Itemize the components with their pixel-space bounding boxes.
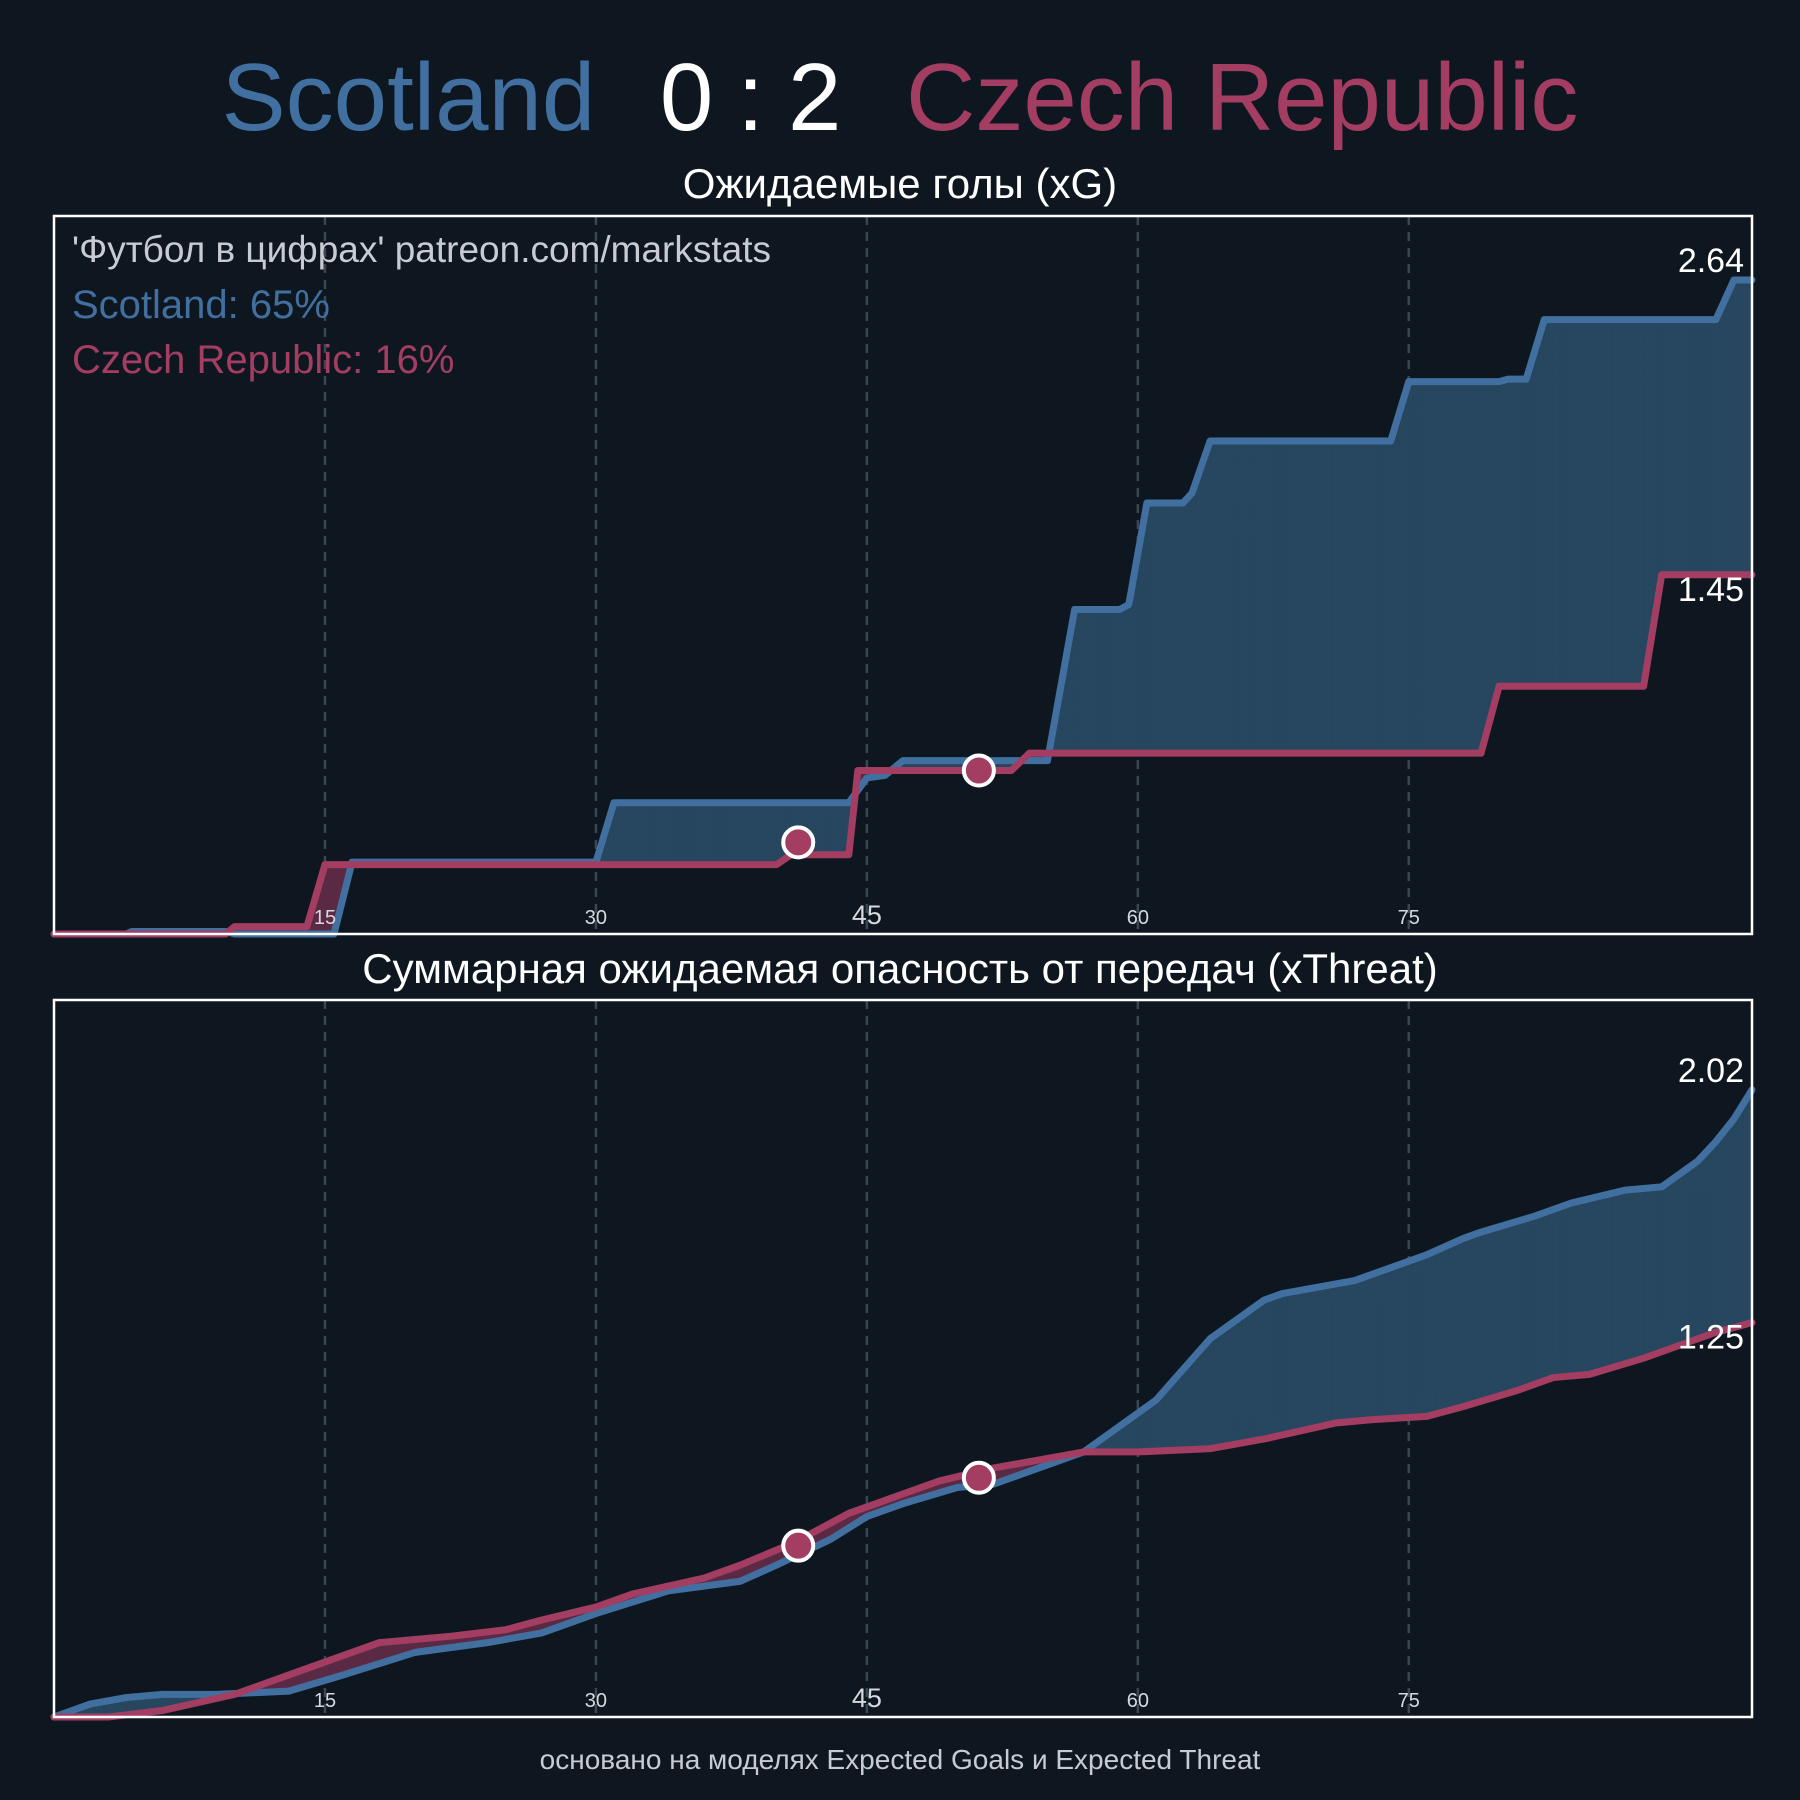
x-tick-label-75: 75 [1398,907,1420,929]
away-score: 2 [787,44,842,151]
x-tick-label-60: 60 [1127,1690,1149,1712]
legend-entry-home: Scotland: 65% [72,283,330,327]
x-tick-label-30: 30 [585,907,607,929]
home-series-line [50,1086,1756,1721]
home-end-value-label: 2.64 [1678,242,1744,280]
away-series-line [50,571,1756,938]
away-team-name: Czech Republic [906,44,1579,151]
away-end-value-label: 1.45 [1678,571,1744,609]
score-result: 0:2 [660,38,841,158]
x-tick-label-45: 45 [852,1683,882,1713]
home-end-value-label: 2.02 [1678,1052,1744,1090]
home-score: 0 [659,44,714,151]
chart-frame-1 [52,214,1754,936]
x-tick-label-60: 60 [1127,907,1149,929]
away-end-value-label: 1.25 [1678,1319,1744,1357]
x-tick-label-30: 30 [585,1690,607,1712]
goal-marker-2 [961,1460,996,1495]
home-lead-area [53,1088,1753,1718]
xg-chart-title: Ожидаемые голы (xG) [682,160,1118,207]
credit-text: 'Футбол в цифрах' patreon.com/markstats [72,229,771,270]
x-tick-label-45: 45 [852,900,882,930]
goal-marker-1 [781,825,816,860]
chart-frame-2 [52,998,1754,1719]
x-tick-label-15: 15 [314,1690,336,1712]
goal-marker-2 [961,753,996,788]
score-separator: : [737,44,764,151]
away-series-line [50,1319,1756,1721]
xthreat-chart-title: Суммарная ожидаемая опасность от передач… [362,945,1438,992]
legend-entry-away: Czech Republic: 16% [72,338,454,382]
x-tick-label-15: 15 [314,907,336,929]
goal-marker-1 [781,1528,816,1563]
home-team-name: Scotland [221,44,596,151]
x-tick-label-75: 75 [1398,1690,1420,1712]
match-score-header: Scotland 0:2 Czech Republic [0,38,1800,158]
footer-note: основано на моделях Expected Goals и Exp… [539,1744,1261,1775]
